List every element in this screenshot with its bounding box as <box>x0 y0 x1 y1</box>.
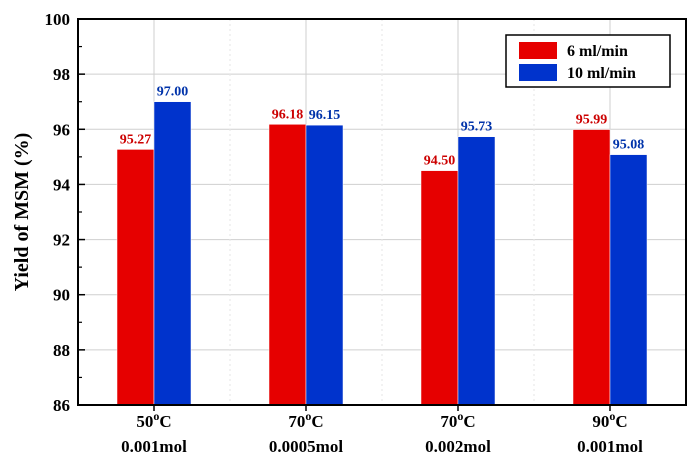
temperature-unit: C <box>463 412 475 431</box>
bar-10-ml-min <box>305 124 344 406</box>
y-tick-label: 86 <box>53 396 70 415</box>
degree-superscript: o <box>153 409 159 423</box>
y-tick-label: 100 <box>45 10 71 29</box>
bar-6-ml-min <box>268 124 307 406</box>
data-label: 97.00 <box>157 85 189 100</box>
y-axis-title: Yield of MSM (%) <box>11 133 33 292</box>
bar-6-ml-min <box>572 129 611 406</box>
legend-label-10-ml-min: 10 ml/min <box>567 65 636 82</box>
legend: 6 ml/min 10 ml/min <box>505 34 671 88</box>
bar-10-ml-min <box>153 101 192 406</box>
data-labels: 95.27 96.18 94.50 95.99 97.00 96.15 95.73 95.08 <box>120 85 645 169</box>
legend-swatch-6-ml-min <box>519 42 557 59</box>
x-tick-label-amount: 0.0005mol <box>269 437 343 456</box>
x-tick-label-amount: 0.001mol <box>121 437 187 456</box>
degree-superscript: o <box>609 409 615 423</box>
data-label: 96.15 <box>309 108 341 123</box>
data-label: 96.18 <box>272 107 304 122</box>
y-tick-label: 90 <box>53 286 70 305</box>
x-tick-label-temperature: 50oC <box>136 409 171 431</box>
y-tick-label: 88 <box>53 341 70 360</box>
bar-10-ml-min <box>457 136 496 406</box>
y-tick-label: 98 <box>53 65 70 84</box>
data-label: 95.08 <box>613 138 645 153</box>
bars <box>116 101 648 406</box>
data-label: 95.99 <box>576 113 608 128</box>
degree-superscript: o <box>457 409 463 423</box>
degree-superscript: o <box>305 409 311 423</box>
y-tick-label: 96 <box>53 120 70 139</box>
y-tick-label: 92 <box>53 231 70 250</box>
x-tick-label-temperature: 90oC <box>592 409 627 431</box>
x-axis-ticks: 50oC0.001mol70oC0.0005mol70oC0.002mol90o… <box>121 405 643 456</box>
temperature-value: 50 <box>136 412 153 431</box>
temperature-unit: C <box>311 412 323 431</box>
bar-6-ml-min <box>420 170 459 406</box>
bar-10-ml-min <box>609 154 648 406</box>
temperature-value: 90 <box>592 412 609 431</box>
x-tick-label-temperature: 70oC <box>288 409 323 431</box>
y-axis-ticks: 86 88 90 92 94 96 98 100 <box>45 10 85 415</box>
y-tick-label: 94 <box>53 175 71 194</box>
legend-label-6-ml-min: 6 ml/min <box>567 43 628 60</box>
bar-6-ml-min <box>116 149 155 406</box>
temperature-unit: C <box>159 412 171 431</box>
temperature-value: 70 <box>440 412 457 431</box>
x-tick-label-amount: 0.002mol <box>425 437 491 456</box>
data-label: 94.50 <box>424 154 456 169</box>
temperature-value: 70 <box>288 412 305 431</box>
data-label: 95.27 <box>120 132 152 147</box>
legend-swatch-10-ml-min <box>519 64 557 81</box>
temperature-unit: C <box>615 412 627 431</box>
data-label: 95.73 <box>461 120 493 135</box>
x-tick-label-amount: 0.001mol <box>577 437 643 456</box>
x-tick-label-temperature: 70oC <box>440 409 475 431</box>
